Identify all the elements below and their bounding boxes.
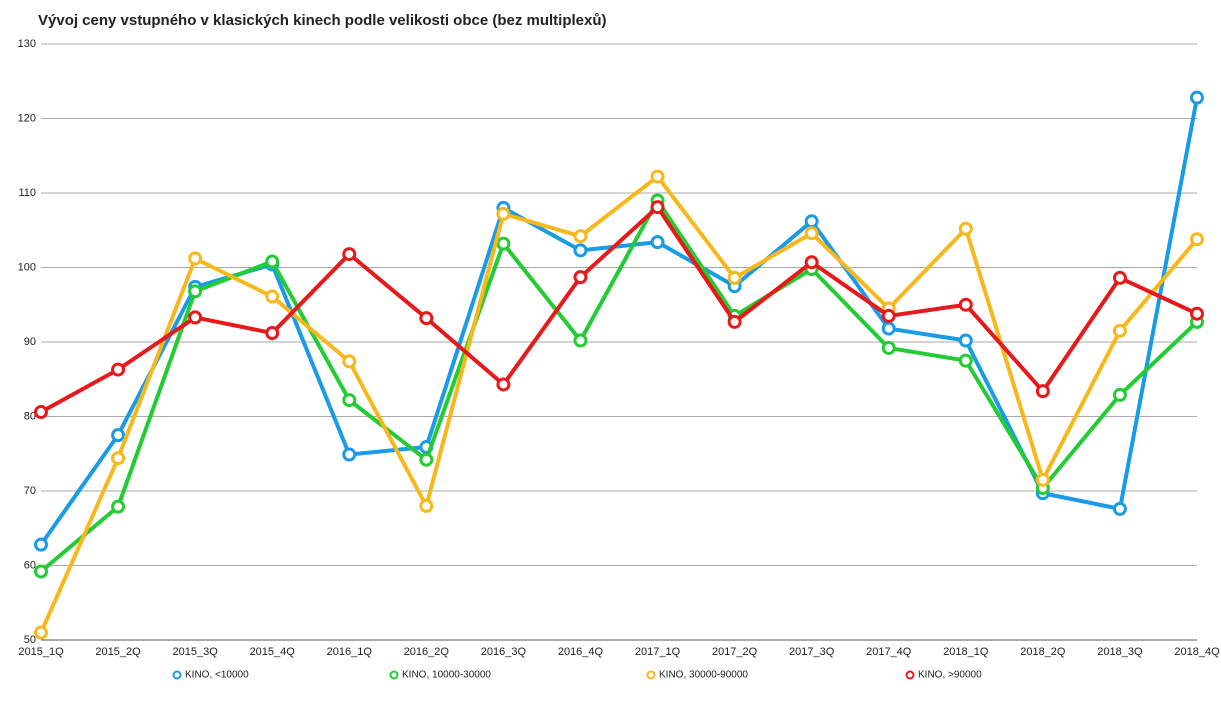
point xyxy=(573,270,588,285)
point xyxy=(573,243,588,258)
point xyxy=(804,226,819,241)
x-tick-label: 2016_3Q xyxy=(481,646,527,658)
point xyxy=(958,353,973,368)
point xyxy=(1112,323,1127,338)
point xyxy=(881,340,896,355)
point xyxy=(1190,90,1204,105)
point xyxy=(111,451,126,466)
y-tick-label: 120 xyxy=(18,112,36,124)
point xyxy=(1190,306,1204,321)
point xyxy=(34,564,48,579)
point xyxy=(881,321,896,336)
point xyxy=(342,447,357,462)
point xyxy=(496,377,511,392)
x-tick-label: 2016_2Q xyxy=(404,646,450,658)
x-tick-label: 2015_1Q xyxy=(18,646,64,658)
x-tick-label: 2016_1Q xyxy=(327,646,373,658)
x-tick-label: 2017_3Q xyxy=(789,646,835,658)
y-tick-label: 80 xyxy=(24,410,36,422)
y-tick-label: 110 xyxy=(18,187,36,199)
legend-label: KINO, 10000-30000 xyxy=(402,670,491,681)
y-tick-label: 70 xyxy=(24,485,36,497)
point xyxy=(958,221,973,236)
point xyxy=(804,255,819,270)
point xyxy=(650,169,665,184)
y-tick-label: 60 xyxy=(24,559,36,571)
y-tick-label: 100 xyxy=(18,261,36,273)
point xyxy=(573,333,588,348)
point xyxy=(1112,270,1127,285)
point xyxy=(111,499,126,514)
point xyxy=(419,498,434,513)
point xyxy=(265,326,280,341)
point xyxy=(727,314,742,329)
point xyxy=(573,229,588,244)
point xyxy=(188,284,203,299)
x-tick-label: 2018_3Q xyxy=(1097,646,1143,658)
point xyxy=(188,251,203,266)
point xyxy=(34,537,48,552)
point xyxy=(1035,384,1050,399)
point xyxy=(958,297,973,312)
point xyxy=(958,333,973,348)
point xyxy=(650,235,665,250)
point xyxy=(111,428,126,443)
point xyxy=(1190,232,1204,247)
point xyxy=(496,236,511,251)
x-tick-label: 2017_2Q xyxy=(712,646,758,658)
legend-label: KINO, 30000-90000 xyxy=(659,670,748,681)
legend-label: KINO, <10000 xyxy=(185,670,249,681)
legend-marker xyxy=(389,670,399,680)
point xyxy=(727,270,742,285)
point xyxy=(34,625,48,640)
x-tick-label: 2015_2Q xyxy=(95,646,141,658)
legend-label: KINO, >90000 xyxy=(918,670,982,681)
point xyxy=(265,289,280,304)
series-line xyxy=(39,174,1199,634)
series-line xyxy=(40,205,1198,414)
point xyxy=(34,405,48,420)
point xyxy=(188,310,203,325)
series-line xyxy=(39,198,1199,573)
x-tick-label: 2018_4Q xyxy=(1174,646,1220,658)
point xyxy=(342,247,357,262)
x-tick-label: 2015_4Q xyxy=(250,646,296,658)
y-tick-label: 50 xyxy=(24,634,36,646)
legend-marker xyxy=(172,670,182,680)
point xyxy=(342,393,357,408)
y-tick-label: 130 xyxy=(18,38,36,50)
point xyxy=(650,200,665,215)
point xyxy=(419,311,434,326)
point xyxy=(1035,472,1050,487)
point xyxy=(1112,387,1127,402)
point xyxy=(342,354,357,369)
legend-marker xyxy=(905,670,915,680)
point xyxy=(419,452,434,467)
y-tick-label: 90 xyxy=(24,336,36,348)
legend-marker xyxy=(646,670,656,680)
x-tick-label: 2016_4Q xyxy=(558,646,604,658)
x-tick-label: 2018_1Q xyxy=(943,646,989,658)
point xyxy=(1112,501,1127,516)
point xyxy=(111,362,126,377)
point xyxy=(496,206,511,221)
x-tick-label: 2017_1Q xyxy=(635,646,681,658)
chart-title: Vývoj ceny vstupného v klasických kinech… xyxy=(38,12,607,29)
point xyxy=(265,254,280,269)
point xyxy=(881,308,896,323)
x-tick-label: 2018_2Q xyxy=(1020,646,1066,658)
x-tick-label: 2015_3Q xyxy=(173,646,219,658)
point xyxy=(804,214,819,229)
x-tick-label: 2017_4Q xyxy=(866,646,912,658)
